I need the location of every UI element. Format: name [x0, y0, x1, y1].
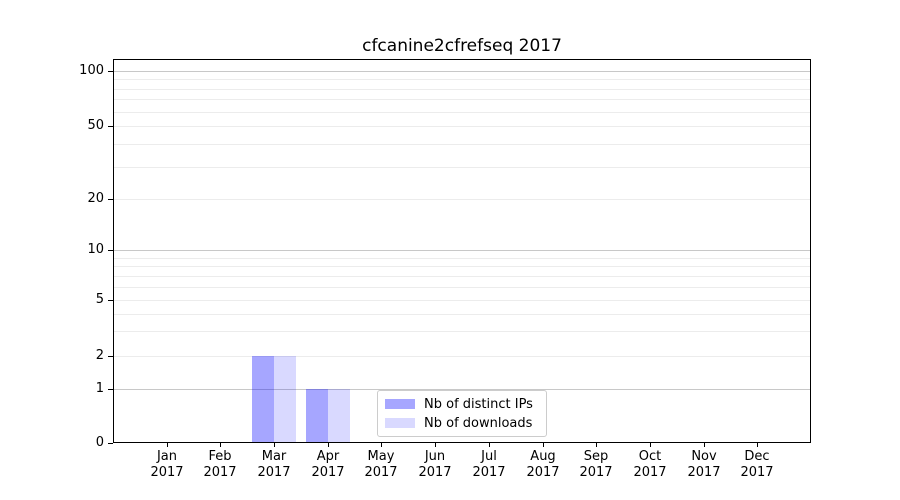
y-axis-tick-label: 20	[87, 191, 104, 206]
y-minor-gridline	[114, 356, 810, 357]
y-tick-mark	[108, 389, 113, 390]
x-tick-mark	[489, 443, 490, 447]
x-tick-mark	[596, 443, 597, 447]
x-tick-mark	[274, 443, 275, 447]
x-axis-tick-label: Nov 2017	[687, 449, 721, 480]
y-minor-gridline	[114, 287, 810, 288]
y-minor-gridline	[114, 276, 810, 277]
x-axis-tick-label: Oct 2017	[633, 449, 667, 480]
x-tick-mark	[167, 443, 168, 447]
y-minor-gridline	[114, 126, 810, 127]
y-tick-mark	[108, 250, 113, 251]
x-tick-mark	[220, 443, 221, 447]
bar-distinct-ips	[306, 389, 328, 443]
y-major-gridline	[114, 389, 810, 390]
x-axis-tick-label: Jan 2017	[150, 449, 184, 480]
y-minor-gridline	[114, 89, 810, 90]
bar-distinct-ips	[252, 356, 274, 443]
y-minor-gridline	[114, 99, 810, 100]
plot-area-border	[113, 59, 811, 443]
y-minor-gridline	[114, 266, 810, 267]
y-axis-tick-label: 2	[95, 348, 104, 363]
legend-swatch-downloads-icon	[385, 418, 415, 428]
bar-downloads	[328, 389, 350, 443]
y-tick-mark	[108, 443, 113, 444]
y-minor-gridline	[114, 79, 810, 80]
x-tick-mark	[650, 443, 651, 447]
x-axis-tick-label: Jul 2017	[472, 449, 506, 480]
x-tick-mark	[435, 443, 436, 447]
legend-label-distinct-ips: Nb of distinct IPs	[424, 396, 533, 412]
x-axis-tick-label: Apr 2017	[311, 449, 345, 480]
legend-item-distinct-ips: Nb of distinct IPs	[385, 396, 538, 412]
y-axis-tick-label: 10	[87, 242, 104, 257]
y-minor-gridline	[114, 258, 810, 259]
y-major-gridline	[114, 71, 810, 72]
y-axis-tick-label: 0	[95, 435, 104, 450]
legend-label-downloads: Nb of downloads	[424, 415, 533, 431]
y-minor-gridline	[114, 112, 810, 113]
x-axis-tick-label: Jun 2017	[418, 449, 452, 480]
y-tick-mark	[108, 126, 113, 127]
y-tick-mark	[108, 199, 113, 200]
chart-title: cfcanine2cfrefseq 2017	[362, 36, 562, 56]
y-minor-gridline	[114, 144, 810, 145]
x-axis-tick-label: Mar 2017	[257, 449, 291, 480]
y-minor-gridline	[114, 300, 810, 301]
y-minor-gridline	[114, 167, 810, 168]
x-axis-tick-label: Feb 2017	[203, 449, 237, 480]
x-axis-tick-label: Sep 2017	[579, 449, 613, 480]
y-axis-tick-label: 5	[95, 292, 104, 307]
y-tick-mark	[108, 71, 113, 72]
y-minor-gridline	[114, 331, 810, 332]
x-tick-mark	[757, 443, 758, 447]
x-tick-mark	[704, 443, 705, 447]
y-tick-mark	[108, 356, 113, 357]
y-minor-gridline	[114, 199, 810, 200]
legend: Nb of distinct IPs Nb of downloads	[377, 390, 547, 437]
y-minor-gridline	[114, 314, 810, 315]
y-axis-tick-label: 100	[79, 63, 104, 78]
legend-swatch-distinct-ips-icon	[385, 399, 415, 409]
legend-item-downloads: Nb of downloads	[385, 415, 538, 431]
x-tick-mark	[328, 443, 329, 447]
y-axis-tick-label: 1	[95, 381, 104, 396]
x-axis-tick-label: Dec 2017	[740, 449, 774, 480]
x-tick-mark	[381, 443, 382, 447]
x-axis-tick-label: May 2017	[364, 449, 398, 480]
x-tick-mark	[543, 443, 544, 447]
y-tick-mark	[108, 300, 113, 301]
x-axis-tick-label: Aug 2017	[526, 449, 560, 480]
y-axis-tick-label: 50	[87, 118, 104, 133]
y-major-gridline	[114, 250, 810, 251]
bar-downloads	[274, 356, 296, 443]
